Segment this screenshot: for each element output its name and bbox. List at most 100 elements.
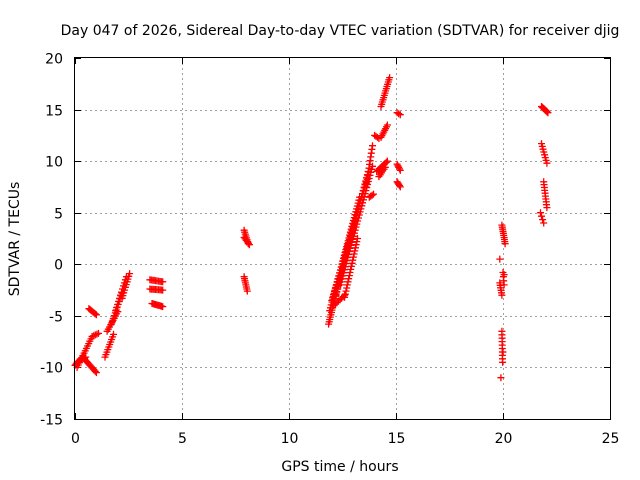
data-point (341, 263, 349, 271)
data-point (93, 330, 101, 338)
data-point (113, 304, 121, 312)
data-point (355, 214, 362, 222)
data-point (498, 291, 506, 299)
data-point (95, 329, 102, 337)
data-point (332, 291, 340, 299)
data-point (352, 241, 360, 249)
data-point (243, 287, 251, 295)
data-point (350, 250, 358, 258)
data-point (538, 212, 545, 220)
data-point (92, 311, 100, 319)
data-point (361, 190, 369, 198)
data-point (159, 286, 167, 294)
y-tick-label: 0 (54, 258, 63, 274)
data-point (357, 205, 365, 213)
data-point (543, 159, 551, 167)
data-point (339, 272, 347, 280)
data-point (350, 232, 357, 240)
data-point (115, 297, 123, 305)
data-point (352, 223, 360, 231)
data-point (369, 142, 376, 150)
data-point (370, 190, 377, 198)
data-point (336, 281, 344, 289)
data-point (544, 109, 552, 117)
data-point (354, 217, 362, 225)
data-point (159, 278, 167, 286)
data-point (500, 281, 508, 289)
data-point (543, 204, 551, 212)
y-axis-ticks: -15 -10 -5 0 5 10 15 20 (40, 52, 610, 429)
data-point (383, 157, 391, 165)
data-point (351, 247, 359, 255)
data-point (88, 333, 96, 340)
y-tick-label: -15 (40, 413, 63, 429)
x-tick-label: 20 (495, 431, 513, 447)
x-axis-label: GPS time / hours (281, 459, 398, 475)
data-point (394, 162, 402, 170)
data-point (359, 196, 367, 204)
data-point (354, 235, 361, 242)
data-point (126, 270, 134, 278)
data-point (333, 299, 341, 307)
data-point (543, 107, 550, 115)
data-point (396, 182, 403, 190)
y-tick-label: 5 (54, 207, 63, 223)
data-point (349, 256, 357, 264)
data-point (497, 374, 505, 382)
data-point (501, 240, 509, 248)
data-point (244, 239, 252, 247)
data-point (347, 241, 355, 249)
data-point (334, 285, 342, 293)
y-tick-label: 15 (45, 104, 63, 120)
data-point (346, 269, 354, 276)
y-tick-label: -10 (40, 361, 63, 377)
data-point (537, 209, 544, 217)
data-point (358, 202, 366, 210)
data-point (350, 229, 358, 237)
grid-lines (75, 58, 610, 419)
data-point (500, 271, 508, 279)
data-point (110, 330, 117, 338)
data-point (90, 332, 98, 340)
data-point (349, 235, 357, 243)
data-point (355, 211, 363, 219)
data-point (333, 288, 341, 296)
data-point (356, 208, 364, 216)
data-point (353, 220, 361, 228)
y-axis-label: SDTVAR / TECUs (7, 182, 23, 297)
x-tick-label: 10 (281, 431, 299, 447)
data-point (396, 165, 403, 173)
data-point (396, 166, 404, 174)
data-point (342, 287, 350, 295)
data-point (341, 291, 349, 299)
data-point (345, 275, 353, 283)
data-point (368, 191, 376, 199)
data-point (499, 348, 507, 356)
data-point (351, 226, 359, 234)
data-point (395, 110, 403, 118)
data-point (337, 278, 345, 286)
data-point (540, 219, 548, 227)
data-point (395, 163, 403, 171)
data-point (344, 278, 352, 286)
data-point (341, 266, 348, 274)
data-point (383, 121, 391, 129)
data-point (499, 358, 507, 366)
data-point (347, 265, 355, 273)
data-point (343, 281, 351, 289)
data-point (381, 163, 389, 171)
data-point (393, 160, 401, 168)
data-point (353, 238, 361, 246)
data-point (112, 307, 120, 315)
x-tick-label: 5 (178, 431, 187, 447)
y-tick-label: 20 (45, 52, 63, 68)
data-point (386, 74, 394, 82)
data-point (91, 310, 99, 318)
x-tick-label: 15 (388, 431, 406, 447)
data-point (543, 108, 551, 116)
data-point (338, 275, 346, 283)
x-tick-label: 25 (602, 431, 620, 447)
data-point (338, 294, 346, 302)
y-tick-label: 10 (45, 155, 63, 171)
